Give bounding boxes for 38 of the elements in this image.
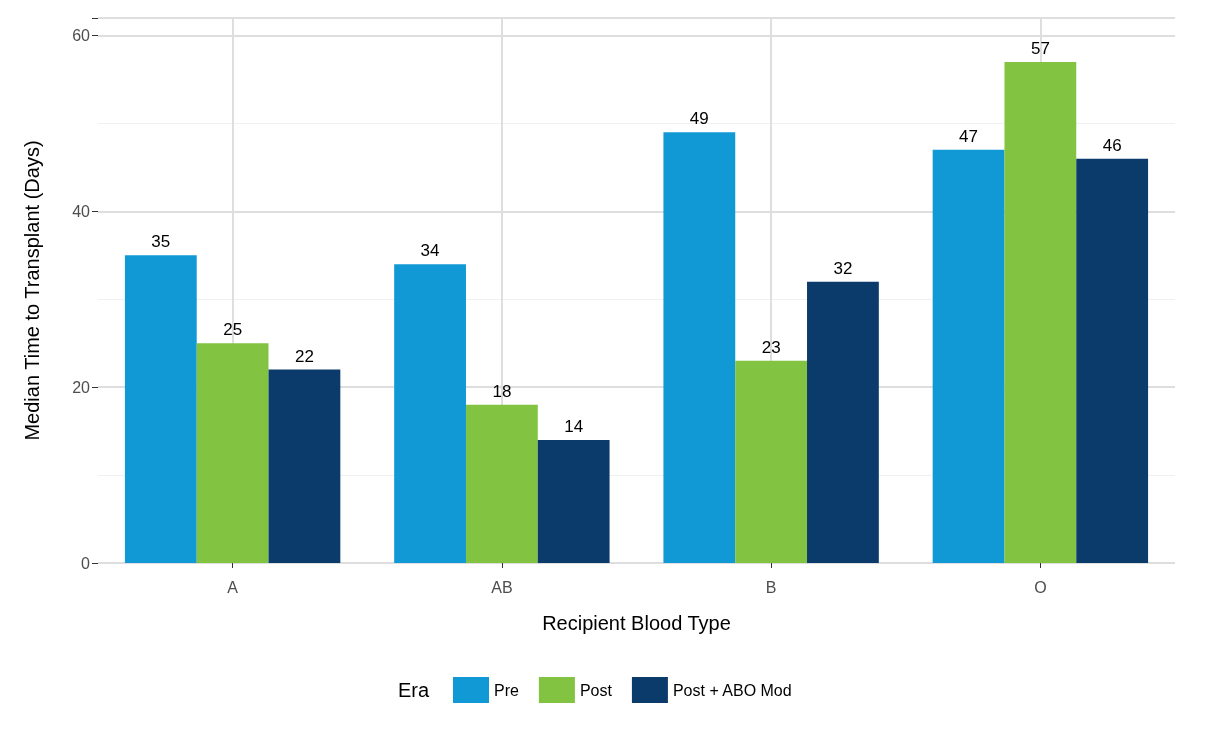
- legend-label: Post + ABO Mod: [672, 681, 792, 699]
- data-label: 18: [492, 381, 512, 401]
- bar: [735, 360, 808, 563]
- legend-title: Era: [398, 679, 430, 701]
- data-label: 14: [564, 416, 584, 436]
- legend-label: Post: [579, 681, 613, 699]
- bar: [394, 264, 466, 563]
- data-label: 23: [761, 337, 781, 357]
- y-axis-title: Median Time to Transplant (Days): [21, 140, 43, 441]
- data-label: 34: [420, 241, 440, 261]
- bar: [465, 404, 538, 563]
- bar: [196, 343, 269, 563]
- data-label: 35: [151, 232, 171, 252]
- data-label: 32: [833, 258, 853, 278]
- x-tick-label: B: [765, 578, 777, 596]
- bar: [268, 369, 341, 563]
- bar: [537, 439, 610, 563]
- x-axis-title: Recipient Blood Type: [542, 612, 731, 634]
- data-label: 25: [223, 320, 243, 340]
- data-label: 57: [1030, 38, 1050, 58]
- y-tick-label: 40: [72, 202, 91, 220]
- bar: [807, 281, 879, 563]
- data-label: 22: [294, 346, 314, 366]
- legend-label: Pre: [494, 681, 519, 699]
- data-label: 46: [1102, 135, 1122, 155]
- x-tick-label: AB: [491, 578, 513, 596]
- y-tick-label: 20: [72, 378, 91, 396]
- bar: [932, 149, 1005, 563]
- bar: [124, 255, 197, 563]
- bar: [1004, 61, 1077, 563]
- bar: [1076, 158, 1149, 563]
- bar: [663, 132, 736, 563]
- y-tick-label: 60: [72, 27, 91, 45]
- data-label: 49: [689, 109, 709, 129]
- data-label: 47: [959, 126, 979, 146]
- y-tick-label: 0: [81, 554, 91, 572]
- x-tick-label: A: [227, 578, 239, 596]
- x-tick-label: O: [1034, 578, 1047, 596]
